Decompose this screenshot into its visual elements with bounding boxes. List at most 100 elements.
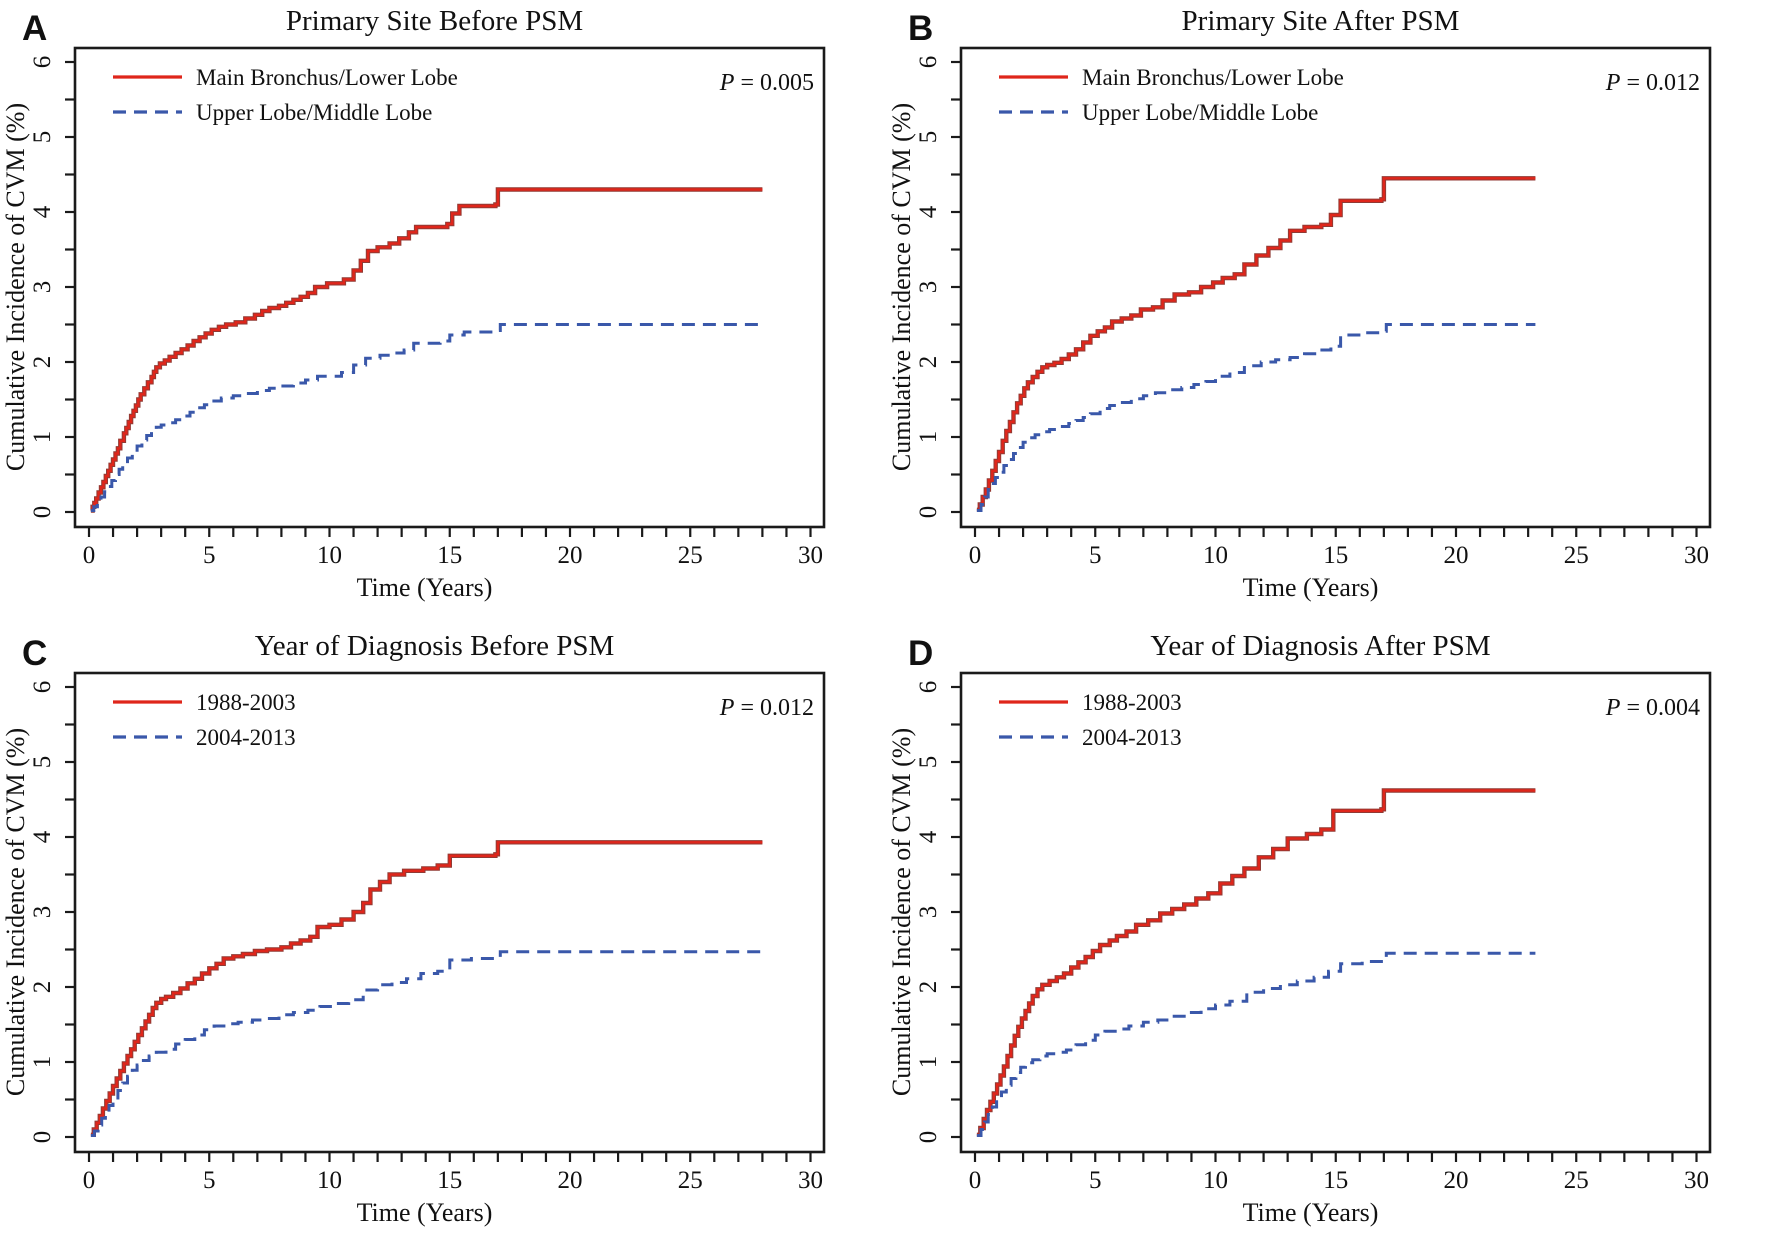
panel-title: Year of Diagnosis After PSM: [1150, 630, 1490, 662]
x-tick-label: 30: [798, 1167, 823, 1194]
y-tick-label: 3: [915, 906, 942, 919]
x-axis: 0 5 10 15 20 25 30 Time (Years): [83, 527, 823, 602]
legend-label: Main Bronchus/Lower Lobe: [1082, 65, 1344, 90]
y-tick-label: 6: [29, 681, 56, 694]
y-tick-label: 5: [29, 756, 56, 769]
x-axis-title: Time (Years): [357, 1198, 493, 1227]
x-tick-label: 5: [1089, 1167, 1102, 1194]
y-tick-label: 1: [29, 431, 56, 444]
plot-frame: [959, 46, 1712, 529]
x-tick-label: 25: [1564, 542, 1589, 569]
y-tick-label: 6: [915, 56, 942, 69]
plot-frame: [73, 46, 826, 529]
plot-frame: [73, 671, 826, 1154]
y-tick-label: 1: [29, 1056, 56, 1069]
x-tick-label: 20: [1444, 1167, 1469, 1194]
x-tick-label: 10: [1203, 542, 1228, 569]
plot-frame: [959, 671, 1712, 1154]
x-tick-label: 0: [969, 1167, 982, 1194]
panel-title: Primary Site Before PSM: [286, 5, 583, 37]
y-tick-label: 5: [915, 756, 942, 769]
y-tick-label: 2: [915, 981, 942, 994]
x-axis: 0 5 10 15 20 25 30 Time (Years): [969, 1152, 1709, 1227]
y-tick-label: 5: [29, 131, 56, 144]
x-tick-label: 30: [1684, 542, 1709, 569]
y-tick-label: 0: [29, 1131, 56, 1144]
x-tick-label: 30: [798, 542, 823, 569]
legend-label: 2004-2013: [196, 725, 296, 750]
panel-letter: C: [22, 634, 47, 673]
y-axis: 0 1 2 3 4 5 6 Cumulative Incidence of CVM (%): [1, 681, 75, 1144]
y-tick-label: 1: [915, 1056, 942, 1069]
y-tick-label: 5: [915, 131, 942, 144]
x-axis-title: Time (Years): [1243, 1198, 1379, 1227]
p-value-label: P = 0.005: [719, 70, 814, 96]
p-value-label: P = 0.012: [1605, 70, 1700, 96]
p-value-label: P = 0.004: [1605, 695, 1700, 721]
y-tick-label: 4: [29, 205, 56, 218]
p-value-label: P = 0.012: [719, 695, 814, 721]
series-line-1988-2003-edge: [976, 788, 1536, 1137]
x-tick-label: 15: [1323, 542, 1348, 569]
y-tick-label: 0: [29, 506, 56, 519]
series-line-2004-2013: [90, 950, 763, 1137]
y-axis: 0 1 2 3 4 5 6 Cumulative Incidence of CVM (%): [887, 56, 961, 518]
series-line-upper-lobe-middle-lobe: [976, 323, 1536, 512]
panel-c: C Year of Diagnosis Before PSM 0 5 10 15 20 25 3…: [0, 625, 886, 1250]
curves: [976, 176, 1536, 512]
x-tick-label: 0: [83, 542, 96, 569]
x-tick-label: 5: [203, 1167, 216, 1194]
x-tick-label: 15: [437, 1167, 462, 1194]
y-tick-label: 0: [915, 1131, 942, 1144]
y-axis-title: Cumulative Incidence of CVM (%): [1, 728, 30, 1096]
x-tick-label: 20: [558, 542, 583, 569]
y-axis-title: Cumulative Incidence of CVM (%): [887, 728, 916, 1096]
panel-b: B Primary Site After PSM 0 5 10 15 20 25 30 Time …: [886, 0, 1772, 625]
y-axis-title: Cumulative Incidence of CVM (%): [887, 103, 916, 471]
y-tick-label: 3: [29, 906, 56, 919]
x-tick-label: 5: [203, 542, 216, 569]
x-tick-label: 20: [1444, 542, 1469, 569]
panel-letter: D: [908, 634, 933, 673]
x-tick-label: 10: [1203, 1167, 1228, 1194]
y-tick-label: 6: [915, 681, 942, 694]
x-tick-label: 25: [678, 542, 703, 569]
x-tick-label: 15: [437, 542, 462, 569]
x-axis: 0 5 10 15 20 25 30 Time (Years): [969, 527, 1709, 602]
y-tick-label: 1: [915, 431, 942, 444]
y-tick-label: 2: [29, 356, 56, 369]
series-line-main-bronchus-lower-lobe-edge: [976, 176, 1536, 512]
x-tick-label: 25: [678, 1167, 703, 1194]
legend-label: Upper Lobe/Middle Lobe: [1082, 100, 1318, 125]
legend: 1988-2003 2004-2013: [999, 690, 1182, 750]
legend: Main Bronchus/Lower Lobe Upper Lobe/Middl…: [999, 65, 1344, 125]
series-line-main-bronchus-lower-lobe: [976, 177, 1536, 511]
series-line-main-bronchus-lower-lobe-edge: [90, 187, 763, 513]
x-tick-label: 30: [1684, 1167, 1709, 1194]
panel-title: Year of Diagnosis Before PSM: [255, 630, 615, 662]
curves: [976, 788, 1536, 1137]
x-tick-label: 10: [317, 1167, 342, 1194]
panel-title: Primary Site After PSM: [1182, 5, 1460, 37]
y-tick-label: 4: [29, 830, 56, 843]
y-tick-label: 6: [29, 56, 56, 69]
legend-label: Upper Lobe/Middle Lobe: [196, 100, 432, 125]
legend: Main Bronchus/Lower Lobe Upper Lobe/Middl…: [113, 65, 458, 125]
y-axis: 0 1 2 3 4 5 6 Cumulative Incidence of CVM (%): [887, 681, 961, 1144]
x-tick-label: 20: [558, 1167, 583, 1194]
x-tick-label: 15: [1323, 1167, 1348, 1194]
x-axis: 0 5 10 15 20 25 30 Time (Years): [83, 1152, 823, 1227]
panel-d: D Year of Diagnosis After PSM 0 5 10 15 20 25 30…: [886, 625, 1772, 1250]
x-axis-title: Time (Years): [357, 573, 493, 602]
series-line-1988-2003: [976, 789, 1536, 1136]
y-axis-title: Cumulative Incidence of CVM (%): [1, 103, 30, 471]
x-tick-label: 25: [1564, 1167, 1589, 1194]
x-tick-label: 10: [317, 542, 342, 569]
series-line-upper-lobe-middle-lobe: [90, 323, 764, 512]
panel-a: A Primary Site Before PSM 0 5 10 15 20 25 30 Time…: [0, 0, 886, 625]
y-tick-label: 2: [915, 356, 942, 369]
